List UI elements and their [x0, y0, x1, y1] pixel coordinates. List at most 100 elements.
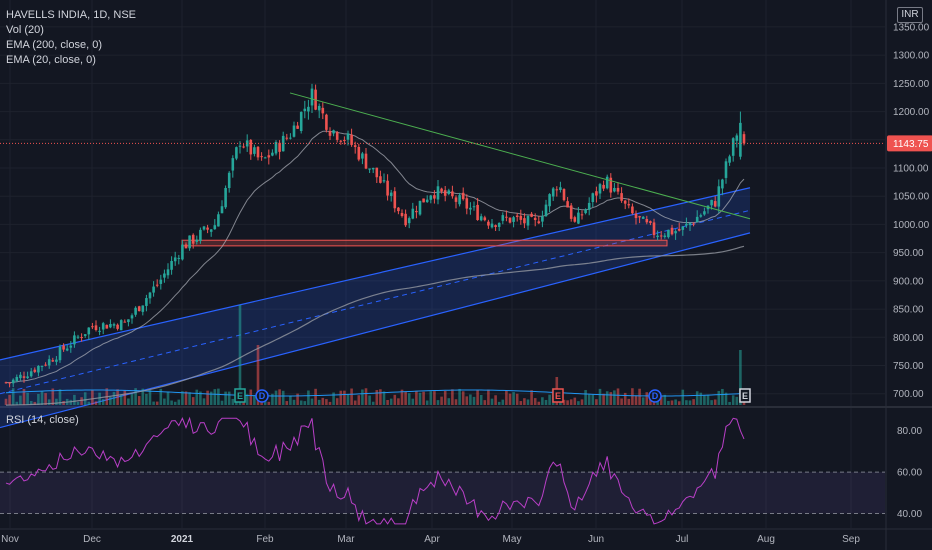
volume-bar [645, 392, 649, 405]
volume-bar [447, 398, 451, 405]
volume-bar [181, 391, 184, 405]
candle-body [598, 184, 602, 194]
volume-bar [573, 397, 577, 405]
volume-bar [541, 397, 544, 405]
volume-bar [314, 388, 317, 405]
volume-bar [260, 400, 263, 405]
downtrend-line [0, 92, 885, 220]
candle-body [440, 188, 443, 192]
volume-bar [379, 389, 382, 405]
volume-bar [602, 393, 605, 405]
candle-body [69, 345, 73, 348]
volume-bar [145, 393, 148, 405]
study-volume[interactable]: Vol (20) [6, 24, 44, 36]
event-label: E [742, 391, 748, 401]
candle-body [159, 279, 163, 284]
candle-body [713, 201, 717, 207]
candlesticks [4, 83, 746, 388]
volume-bar [508, 393, 512, 405]
event-earnings-marker [739, 388, 751, 403]
candle-body [587, 202, 591, 210]
volume-bar [303, 401, 307, 405]
volume-bar [721, 388, 724, 405]
volume-bar [339, 390, 343, 405]
volume-bar [569, 399, 573, 405]
candle-body [422, 198, 425, 203]
volume-bar [37, 393, 40, 405]
candle-body [710, 199, 713, 206]
study-rsi[interactable]: RSI (14, close) [6, 414, 79, 426]
volume-bar [695, 391, 699, 405]
volume-bar [166, 391, 170, 405]
volume-bar [177, 399, 181, 405]
candle-body [37, 365, 40, 373]
candle-body [368, 168, 371, 170]
price-tick-label: 900.00 [893, 276, 924, 287]
candle-body [681, 226, 685, 230]
study-ema200[interactable]: EMA (200, close, 0) [6, 39, 102, 51]
candle-body [299, 112, 303, 132]
price-tick-label: 1100.00 [893, 164, 929, 175]
candle-body [382, 180, 386, 182]
volume-bar [119, 394, 123, 405]
volume-bar [688, 400, 692, 405]
candle-body [429, 195, 433, 200]
candle-body [51, 360, 55, 362]
candle-body [307, 106, 310, 112]
candle-body [487, 221, 490, 226]
candle-body [551, 188, 555, 197]
volume-bar [537, 401, 541, 405]
candle-body [735, 135, 739, 141]
candle-body [332, 130, 335, 134]
volume-bar [249, 389, 253, 405]
volume-bar [253, 395, 256, 405]
volume-bar [357, 395, 361, 405]
regression-channel [0, 187, 751, 429]
candle-body [548, 194, 551, 207]
candle-body [505, 216, 508, 218]
candle-body [371, 167, 375, 170]
event-dividend-marker [255, 389, 269, 403]
candle-body [134, 307, 137, 315]
study-ema20[interactable]: EMA (20, close, 0) [6, 54, 96, 66]
candle-body [177, 257, 181, 259]
symbol-title[interactable]: HAVELLS INDIA, 1D, NSE [6, 9, 137, 21]
candle-body [321, 107, 325, 114]
candle-body [343, 139, 346, 141]
candle-body [652, 222, 656, 236]
volume-bar [620, 398, 623, 405]
candle-body [415, 210, 418, 213]
axes: 700.00 750.00 800.00 850.00 900.00 950.00 1000… [1, 22, 932, 545]
candle-body [670, 227, 674, 235]
volume-bar [731, 395, 735, 405]
volume-bar [487, 389, 490, 405]
volume-bar [26, 392, 29, 405]
candle-body [512, 217, 515, 222]
volume-bar [116, 389, 119, 405]
volume-bar [685, 400, 688, 405]
candle-body [364, 153, 368, 169]
rsi-tick-label: 80.00 [897, 426, 922, 437]
volume-bar [141, 388, 145, 405]
volume-bar [641, 397, 645, 405]
volume-bar [425, 400, 429, 405]
volume-bar [415, 391, 418, 405]
candle-body [483, 217, 487, 221]
candle-body [65, 348, 69, 351]
volume-bar [364, 388, 368, 405]
candle-body [397, 207, 400, 212]
volume-bar [271, 393, 274, 405]
event-label: D [259, 391, 266, 401]
volume-bar [335, 398, 339, 405]
volume-average-line [5, 389, 745, 397]
candle-body [559, 187, 562, 190]
volume-bar [8, 394, 11, 405]
currency-button[interactable]: INR [897, 7, 923, 23]
volume-bar [613, 390, 616, 405]
price-tick-label: 1050.00 [893, 192, 930, 203]
time-tick-label: Jul [676, 534, 689, 545]
volume-bar [224, 391, 227, 405]
volume-bar [397, 398, 400, 405]
